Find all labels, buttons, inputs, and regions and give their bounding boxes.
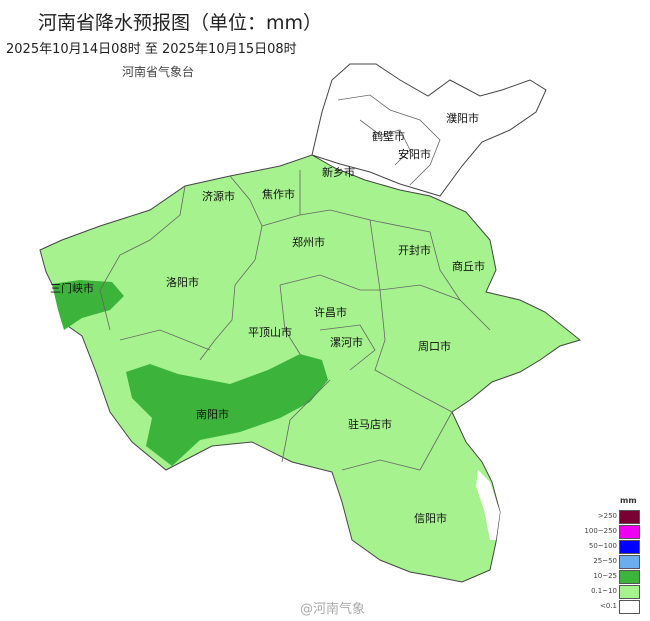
city-label: 濮阳市	[446, 111, 479, 125]
legend-label: 10~25	[593, 572, 617, 580]
region-moderate-rain-sanmenxia	[52, 280, 124, 330]
city-label: 洛阳市	[166, 275, 199, 289]
legend-label: >250	[597, 512, 617, 520]
city-label: 许昌市	[314, 305, 347, 319]
legend-item: 25~50	[586, 555, 642, 569]
city-label: 周口市	[418, 339, 451, 353]
legend-item: 100~250	[584, 525, 642, 539]
city-label: 信阳市	[414, 511, 447, 525]
city-label: 漯河市	[330, 335, 363, 349]
legend-item: 50~100	[586, 540, 642, 554]
city-label: 商丘市	[452, 259, 485, 273]
region-moderate-rain-nanyang	[126, 354, 328, 466]
legend-swatch	[619, 555, 640, 569]
legend-item: >250	[586, 510, 642, 524]
city-label: 鹤壁市	[372, 129, 405, 143]
watermark: @河南气象	[300, 602, 366, 617]
legend-swatch	[619, 510, 640, 524]
city-boundaries	[99, 94, 491, 471]
city-label: 平顶山市	[248, 325, 292, 339]
forecast-period: 2025年10月14日08时 至 2025年10月15日08时	[6, 42, 297, 57]
legend-swatch	[619, 540, 640, 554]
agency-label: 河南省气象台	[122, 65, 195, 79]
legend-label: 100~250	[584, 527, 617, 535]
city-label: 驻马店市	[348, 417, 392, 431]
legend-item: 0.1~10	[586, 585, 642, 599]
legend-swatch	[619, 585, 640, 599]
legend-item: <0.1	[586, 600, 642, 614]
city-label: 济源市	[202, 189, 235, 203]
city-label: 安阳市	[398, 147, 431, 161]
city-label: 南阳市	[196, 407, 229, 421]
city-label: 焦作市	[262, 187, 295, 201]
city-label: 新乡市	[322, 165, 355, 179]
map-title: 河南省降水预报图（单位：mm）	[38, 12, 323, 34]
city-label: 开封市	[398, 243, 431, 257]
legend-swatch	[619, 525, 640, 539]
region-no-rain-east	[476, 470, 500, 540]
city-labels: 濮阳市 鹤壁市 安阳市 新乡市 济源市 焦作市 郑州市 开封市 商丘市 三门峡市…	[50, 111, 485, 525]
legend-label: 0.1~10	[591, 587, 617, 595]
legend-swatch	[619, 570, 640, 584]
city-label: 郑州市	[292, 235, 325, 249]
legend-unit: mm	[620, 496, 637, 505]
legend-label: 25~50	[593, 557, 617, 565]
legend-label: <0.1	[600, 602, 617, 610]
legend-label: 50~100	[588, 542, 617, 550]
region-no-rain-north	[311, 63, 547, 197]
legend-swatch	[619, 600, 640, 614]
city-label: 三门峡市	[50, 281, 94, 295]
legend-item: 10~25	[586, 570, 642, 584]
